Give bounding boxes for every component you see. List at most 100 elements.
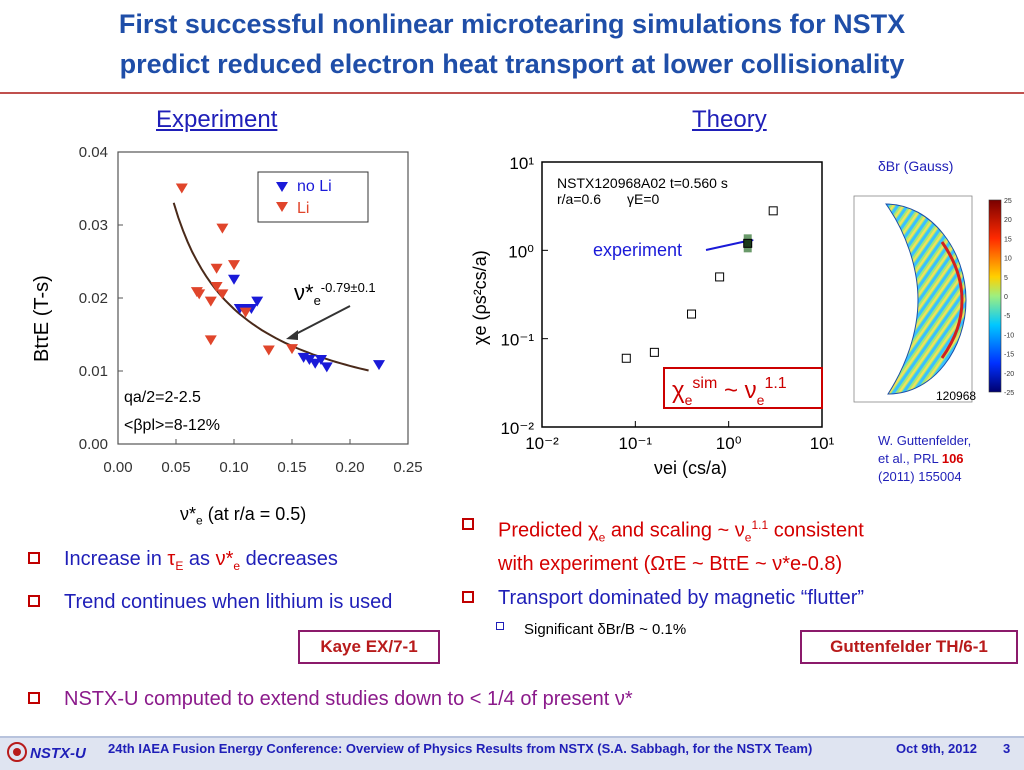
theory-y-tick-label: 10¹: [509, 154, 534, 173]
nstx-logo-icon: NSTX-U: [7, 742, 87, 762]
li-point: [216, 223, 229, 234]
no-li-point: [245, 303, 258, 314]
kaye-reference-box: Kaye EX/7-1: [298, 630, 440, 664]
experiment-chart: 0.04 0.03 0.02 0.01 0.00 0.00 0.05 0.10 0.15 0.2…: [31, 144, 423, 476]
simulation-point: [715, 272, 725, 282]
exp-y-tick-label: 0.01: [79, 363, 108, 380]
guttenfelder-reference-box: Guttenfelder TH/6-1: [800, 630, 1018, 664]
exp-x-tick-label: 0.15: [277, 459, 306, 476]
title-divider: [0, 92, 1024, 94]
power-law-fit-curve: [172, 202, 369, 372]
colorbar-tick-label: -20: [1004, 371, 1014, 378]
colorbar-tick-label: 0: [1004, 294, 1008, 301]
left-bullet-1: Increase in τE as ν*e decreases: [28, 546, 438, 579]
contour-edge-mode: [940, 241, 964, 359]
footer-date: Oct 9th, 2012: [896, 741, 977, 756]
bottom-bullet: NSTX-U computed to extend studies down t…: [28, 686, 988, 712]
li-point: [262, 345, 275, 356]
colorbar-tick-label: 15: [1004, 236, 1012, 243]
experiment-heading: Experiment: [156, 106, 278, 133]
colorbar-tick-label: -25: [1004, 390, 1014, 397]
theory-y-tick-label: 10⁻²: [500, 419, 534, 438]
theory-shot-annotation: NSTX120968A02 t=0.560 s: [557, 175, 728, 191]
no-li-point: [303, 355, 316, 366]
simulation-point: [621, 353, 631, 363]
title-line-1: First successful nonlinear microtearing …: [118, 9, 906, 39]
colorbar-tick-label: -10: [1004, 332, 1014, 339]
experiment-x-label: ν*e (at r/a = 0.5): [180, 504, 307, 528]
exp-x-tick-label: 0.25: [393, 459, 422, 476]
li-point: [204, 335, 217, 346]
theory-x-tick-label: 10⁻¹: [619, 434, 653, 453]
scaling-box: [663, 367, 823, 409]
experiment-arrow: [705, 240, 748, 251]
exp-x-tick-label: 0.10: [219, 459, 248, 476]
fit-label: ν*e-0.79±0.1: [294, 280, 376, 308]
citation: W. Guttenfelder, et al., PRL 106 (2011) …: [878, 433, 972, 484]
simulation-point: [649, 347, 659, 357]
contour-shot-label: 120968: [936, 389, 976, 403]
theory-y-tick-label: 10⁻¹: [500, 331, 534, 350]
no-li-point: [251, 296, 264, 307]
legend-no-li-marker: [276, 182, 288, 192]
legend-li-marker: [276, 202, 288, 212]
li-point: [193, 289, 206, 300]
theory-y-tick-label: 10⁰: [508, 242, 534, 261]
exp-x-tick-label: 0.00: [103, 459, 132, 476]
theory-plot-frame: [541, 161, 823, 428]
colorbar-tick-label: 5: [1004, 275, 1008, 282]
theory-gamma-annotation: γE=0: [627, 191, 660, 207]
theory-heading: Theory: [692, 106, 767, 133]
theory-y-label: χe (ρs²cs/a): [470, 250, 490, 345]
no-li-point: [315, 355, 327, 366]
beta-note: <βpl>=8-12%: [124, 417, 220, 434]
right-bullet-list: Predicted χe and scaling ~ νe1.1 consist…: [462, 512, 1012, 643]
simulation-point: [687, 309, 697, 319]
li-point: [239, 307, 252, 318]
title-line-2: predict reduced electron heat transport …: [119, 49, 905, 79]
experiment-y-label: BtτE (T-s): [31, 275, 53, 362]
no-li-point: [228, 274, 240, 285]
no-li-point: [320, 362, 333, 373]
svg-text:NSTX-U: NSTX-U: [30, 745, 87, 762]
q-note: qa/2=2-2.5: [124, 389, 201, 406]
experiment-arrow-label: experiment: [593, 240, 682, 260]
exp-y-tick-label: 0.02: [79, 290, 108, 307]
colorbar-tick-label: -5: [1004, 313, 1010, 320]
contour-field: [885, 203, 967, 395]
theory-x-tick-label: 10⁻²: [525, 434, 559, 453]
left-bullet-list: Increase in τE as ν*e decreases Trend co…: [28, 546, 438, 615]
right-bullet-2: Transport dominated by magnetic “flutter…: [462, 585, 1012, 611]
colorbar: [988, 199, 1002, 393]
exp-y-tick-label: 0.00: [79, 436, 108, 453]
exp-y-tick-label: 0.03: [79, 217, 108, 234]
colorbar-tick-label: 20: [1004, 217, 1012, 224]
li-point: [210, 263, 223, 274]
experiment-point: [743, 238, 753, 248]
li-point: [175, 183, 188, 194]
simulation-point: [768, 206, 778, 216]
li-point: [204, 296, 217, 307]
theory-x-tick-label: 10⁰: [716, 434, 742, 453]
footer-bar: [0, 736, 1024, 770]
fit-arrowhead: [286, 330, 298, 340]
colorbar-tick-label: -15: [1004, 352, 1014, 359]
legend-li-label: Li: [297, 200, 309, 217]
page-number: 3: [1003, 741, 1011, 756]
theory-radius-annotation: r/a=0.6: [557, 191, 601, 207]
no-li-point: [309, 358, 322, 369]
li-point: [210, 282, 223, 293]
theory-x-label: νei (cs/a): [654, 458, 727, 478]
right-bullet-1: Predicted χe and scaling ~ νe1.1 consist…: [462, 512, 1012, 577]
experiment-legend: [257, 171, 369, 223]
colorbar-tick-label: 10: [1004, 256, 1012, 263]
slide-title: First successful nonlinear microtearing …: [8, 4, 1016, 84]
li-point: [228, 260, 240, 271]
contour-title: δBr (Gauss): [878, 158, 954, 174]
theory-chart: 10¹ 10⁰ 10⁻¹ 10⁻²10⁻² 10⁻¹ 10⁰ 10¹ NSTX120968A…: [470, 154, 835, 478]
right-sub-bullet: Significant δBr/B ~ 0.1%: [462, 617, 1012, 643]
nstx-logo: NSTX-U: [6, 741, 98, 763]
legend-no-li-label: no Li: [297, 178, 332, 195]
footer-text: 24th IAEA Fusion Energy Conference: Over…: [108, 741, 813, 756]
left-bullet-2: Trend continues when lithium is used: [28, 589, 404, 615]
